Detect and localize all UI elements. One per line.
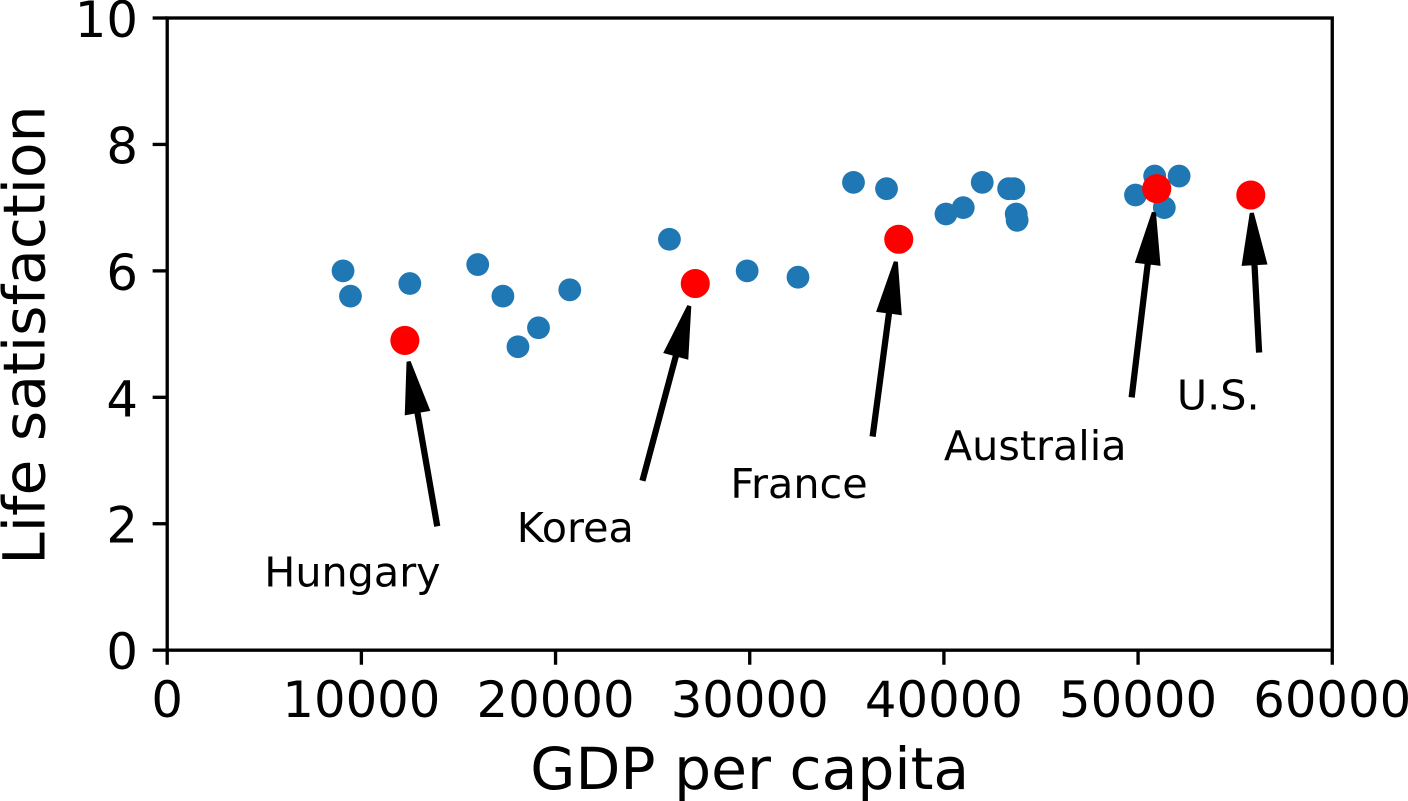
y-tick-label: 6	[106, 244, 138, 302]
data-point	[1167, 164, 1191, 188]
x-tick-label: 0	[151, 671, 183, 729]
data-point	[491, 284, 515, 308]
data-point	[1002, 177, 1026, 201]
highlighted-data-point	[680, 268, 710, 299]
annotation-arrow	[1128, 211, 1161, 398]
data-point	[1124, 183, 1147, 207]
annotation-label: Australia	[944, 422, 1127, 470]
data-point	[934, 202, 958, 226]
x-tick-label: 50000	[1059, 671, 1217, 729]
annotation-label: U.S.	[1177, 371, 1260, 419]
data-point	[398, 272, 422, 295]
y-tick-label: 10	[75, 0, 138, 49]
y-axis-label: Life satisfaction	[0, 105, 59, 564]
y-tick-label: 8	[106, 117, 138, 175]
data-point	[875, 177, 898, 201]
data-point	[658, 227, 681, 251]
x-tick-label: 30000	[671, 671, 829, 729]
annotation-arrow	[404, 361, 441, 527]
y-tick-label: 0	[106, 623, 138, 681]
annotation-arrow	[639, 305, 692, 482]
data-point	[339, 284, 362, 308]
data-point	[735, 259, 759, 283]
highlighted-data-point	[1142, 174, 1172, 204]
data-point	[506, 335, 530, 359]
data-point	[466, 253, 490, 276]
data-point	[951, 196, 975, 220]
annotation-label: France	[730, 460, 867, 508]
data-point	[331, 259, 355, 283]
x-tick-label: 60000	[1253, 671, 1408, 729]
x-tick-label: 10000	[282, 671, 440, 729]
data-point	[786, 265, 810, 289]
y-tick-label: 2	[106, 497, 138, 555]
x-tick-label: 40000	[865, 671, 1023, 729]
annotation-arrow	[869, 261, 902, 437]
data-point	[970, 170, 994, 194]
highlighted-data-point	[1236, 180, 1266, 210]
y-tick-label: 4	[106, 370, 138, 428]
highlighted-data-point	[390, 325, 420, 355]
data-point	[527, 316, 550, 340]
data-point	[1005, 208, 1029, 232]
annotation-label: Hungary	[264, 548, 440, 596]
annotation-arrow	[1241, 212, 1268, 353]
annotation-label: Korea	[517, 504, 634, 552]
x-tick-label: 20000	[477, 671, 635, 729]
data-point	[842, 170, 865, 194]
x-axis-label: GDP per capita	[530, 735, 969, 801]
highlighted-data-point	[884, 224, 914, 254]
data-point	[558, 278, 582, 302]
